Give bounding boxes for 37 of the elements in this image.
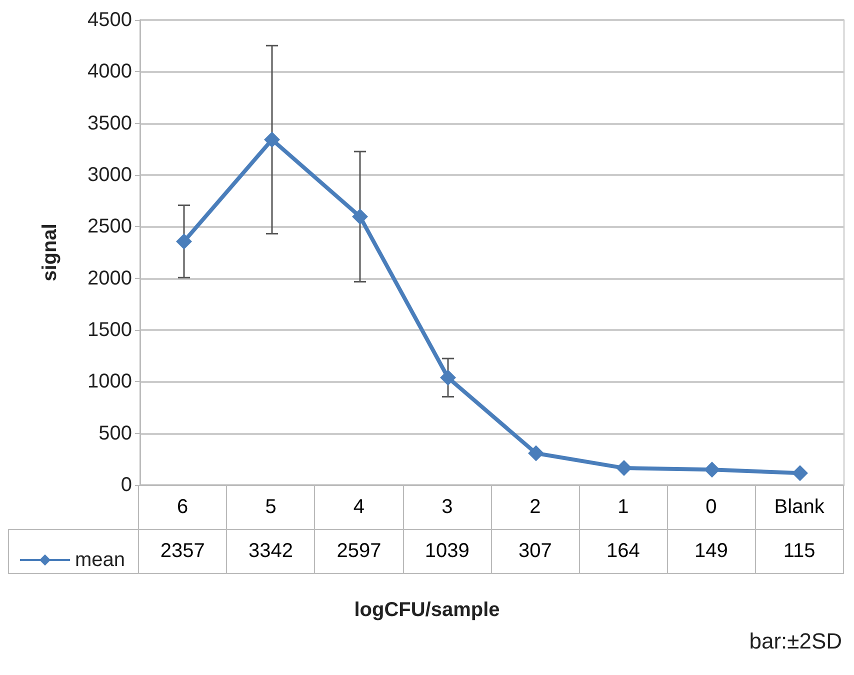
data-label: 149 (667, 530, 756, 574)
point (264, 132, 280, 148)
y-tick-label: 4000 (88, 60, 132, 83)
point (528, 445, 544, 462)
x-axis-title: logCFU/sample (354, 599, 500, 621)
point (440, 370, 456, 386)
data-label: 307 (491, 530, 580, 574)
point (176, 233, 192, 250)
data-label: 115 (755, 530, 844, 574)
x-tick-label: Blank (755, 486, 844, 530)
point (792, 465, 808, 482)
x-tick-label: 3 (403, 486, 492, 530)
x-tick-label: 0 (667, 486, 756, 530)
x-tick-label: 2 (491, 486, 580, 530)
point (704, 462, 720, 478)
y-tick-label: 4500 (88, 9, 132, 31)
x-tick-label: 6 (138, 486, 227, 530)
data-label: 2597 (314, 530, 404, 574)
point (352, 208, 368, 225)
y-tick-label: 2500 (88, 216, 132, 238)
data-label: 164 (579, 530, 668, 574)
legend-label: mean (75, 549, 126, 571)
y-tick-label: 3000 (88, 164, 132, 186)
y-tick-label: 500 (98, 422, 132, 444)
x-tick-label: 1 (579, 486, 668, 530)
y-axis-title: signal (39, 224, 61, 282)
y-tick-label: 1500 (88, 319, 132, 341)
data-label: 3342 (226, 530, 315, 574)
y-tick-label: 1000 (88, 370, 132, 393)
y-tick-label: 3500 (88, 112, 132, 134)
x-tick-label: 4 (314, 486, 404, 530)
x-tick-label: 5 (226, 486, 315, 530)
point (616, 460, 632, 476)
data-label: 1039 (403, 530, 492, 574)
data-label: 2357 (138, 530, 227, 574)
text: bar:±2SD (749, 628, 842, 654)
y-tick-label: 2000 (88, 267, 132, 290)
